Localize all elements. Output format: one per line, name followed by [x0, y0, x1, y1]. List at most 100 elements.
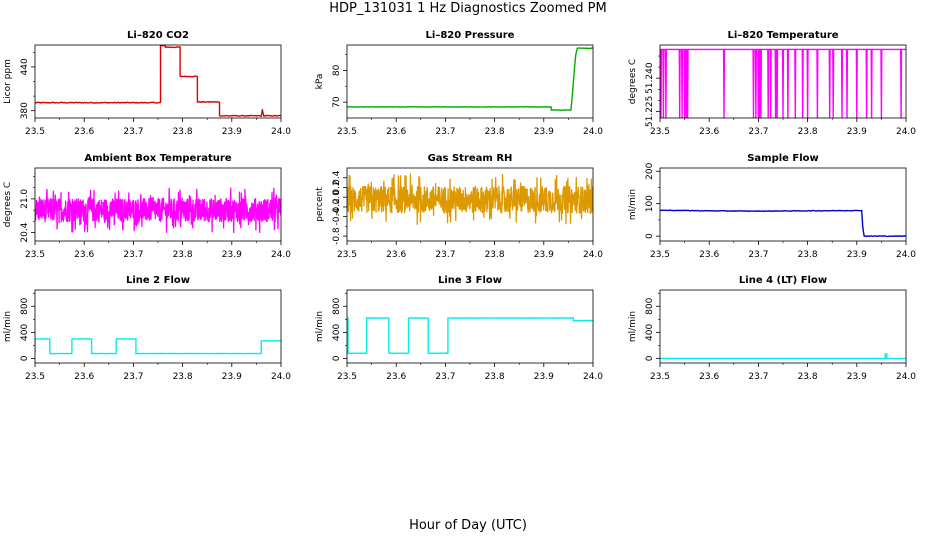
x-tick-label: 23.8: [798, 372, 818, 382]
x-tick-label: 23.9: [534, 372, 554, 382]
panel-title: Sample Flow: [747, 153, 819, 164]
x-tick-label: 23.6: [386, 127, 406, 137]
plot-area: [347, 47, 593, 111]
series-line: [347, 317, 593, 355]
y-tick-label: 800: [645, 297, 655, 314]
x-tick-label: 23.9: [847, 250, 867, 260]
x-tick-label: 23.8: [173, 372, 193, 382]
x-tick-label: 23.8: [173, 127, 193, 137]
plot-frame: [346, 289, 594, 364]
panel-5: Gas Stream RH percent 23.5 23.6 23.7 23.8 23.9…: [315, 153, 603, 260]
panel-4: Ambient Box Temperature degrees C 23.5 23.6…: [3, 153, 291, 260]
plot-area: [660, 48, 906, 118]
x-tick-label: 23.5: [337, 127, 357, 137]
x-tick-label: 23.6: [386, 372, 406, 382]
panel-7: Line 2 Flow ml/min 23.5 23.6 23.7 23.8 23.9 24.…: [3, 275, 291, 382]
x-tick-label: 24.0: [896, 127, 916, 137]
plot-area: [347, 317, 593, 355]
y-axis-label: ml/min: [315, 311, 325, 342]
series-line: [660, 209, 906, 238]
panel-6: Sample Flow ml/min 23.5 23.6 23.7 23.8 23.9 24.…: [628, 153, 916, 260]
x-tick-label: 23.9: [534, 250, 554, 260]
panel-1: Li–820 CO2 Licor ppm 23.5 23.6 23.7 23.8 23.9 2…: [3, 30, 291, 137]
panel-title: Li–820 CO2: [127, 30, 189, 41]
x-tick-label: 23.6: [74, 127, 94, 137]
y-axis-label: kPa: [315, 74, 325, 90]
y-axis-label: ml/min: [628, 311, 638, 342]
plot-frame: [34, 44, 282, 119]
panel-title: Li–820 Pressure: [426, 30, 515, 41]
plot-area: [347, 173, 593, 226]
plot-frame: [659, 44, 907, 119]
plot-frame: [659, 289, 907, 364]
x-tick-label: 24.0: [271, 127, 291, 137]
series-line: [660, 48, 906, 118]
y-tick-label: 200: [645, 162, 655, 179]
x-tick-label: 23.6: [699, 372, 719, 382]
y-tick-label: 400: [645, 324, 655, 341]
x-tick-label: 24.0: [583, 372, 603, 382]
x-tick-label: 23.9: [222, 250, 242, 260]
x-tick-label: 23.8: [485, 127, 505, 137]
y-axis-label: ml/min: [628, 189, 638, 220]
panel-9: Line 4 (LT) Flow ml/min 23.5 23.6 23.7 23.8 23…: [628, 275, 916, 382]
x-tick-label: 24.0: [896, 372, 916, 382]
y-tick-label: 0.4: [332, 170, 342, 185]
x-tick-label: 23.5: [25, 372, 45, 382]
y-tick-label: 0: [20, 355, 30, 361]
panel-title: Gas Stream RH: [428, 153, 513, 164]
y-tick-label: 51.240: [645, 62, 655, 94]
plot-frame: [34, 167, 282, 242]
y-axis-label: degrees C: [628, 59, 638, 104]
x-tick-label: 23.6: [74, 372, 94, 382]
plot-area: [35, 45, 281, 117]
x-tick-label: 23.9: [222, 372, 242, 382]
x-tick-label: 23.7: [123, 372, 143, 382]
y-axis-label: percent: [315, 187, 325, 222]
x-tick-label: 23.5: [337, 372, 357, 382]
plot-frame: [34, 289, 282, 364]
y-tick-label: 380: [20, 102, 30, 119]
y-tick-label: 0.2: [332, 180, 342, 194]
panel-title: Ambient Box Temperature: [84, 153, 231, 164]
y-axis-label: Licor ppm: [3, 59, 13, 104]
x-tick-label: 23.7: [435, 250, 455, 260]
panel-3: Li–820 Temperature degrees C 23.5 23.6 23.7 2…: [628, 30, 916, 137]
series-line: [660, 353, 906, 360]
plot-frame: [346, 44, 594, 119]
x-tick-label: 24.0: [271, 372, 291, 382]
x-tick-label: 23.8: [485, 250, 505, 260]
plot-area: [35, 338, 281, 355]
y-tick-label: 800: [20, 297, 30, 314]
x-tick-label: 23.9: [222, 127, 242, 137]
y-tick-label: -0.4: [332, 208, 342, 226]
panel-8: Line 3 Flow ml/min 23.5 23.6 23.7 23.8 23.9 24.…: [315, 275, 603, 382]
x-tick-label: 23.7: [435, 372, 455, 382]
x-tick-label: 23.7: [748, 250, 768, 260]
plot-area: [660, 353, 906, 360]
x-tick-label: 24.0: [271, 250, 291, 260]
panel-title: Line 2 Flow: [126, 275, 190, 286]
y-tick-label: -0.8: [332, 227, 342, 245]
y-axis-label: degrees C: [3, 182, 13, 227]
x-tick-label: 23.8: [485, 372, 505, 382]
y-tick-label: 0: [645, 233, 655, 239]
figure-x-axis-label: Hour of Day (UTC): [409, 518, 527, 533]
x-tick-label: 23.5: [25, 250, 45, 260]
y-tick-label: 400: [332, 324, 342, 341]
x-tick-label: 23.6: [386, 250, 406, 260]
y-tick-label: 80: [332, 64, 342, 76]
plot-frame: [346, 167, 594, 242]
y-tick-label: -0.2: [332, 198, 342, 216]
x-tick-label: 23.5: [650, 127, 670, 137]
x-tick-label: 23.6: [74, 250, 94, 260]
figure-title: HDP_131031 1 Hz Diagnostics Zoomed PM: [329, 1, 607, 16]
y-tick-label: 400: [20, 324, 30, 341]
panel-title: Line 3 Flow: [438, 275, 502, 286]
y-tick-label: 0: [332, 355, 342, 361]
y-tick-label: 20.4: [20, 222, 30, 242]
x-tick-label: 23.5: [650, 250, 670, 260]
x-tick-label: 23.7: [435, 127, 455, 137]
x-tick-label: 23.5: [337, 250, 357, 260]
